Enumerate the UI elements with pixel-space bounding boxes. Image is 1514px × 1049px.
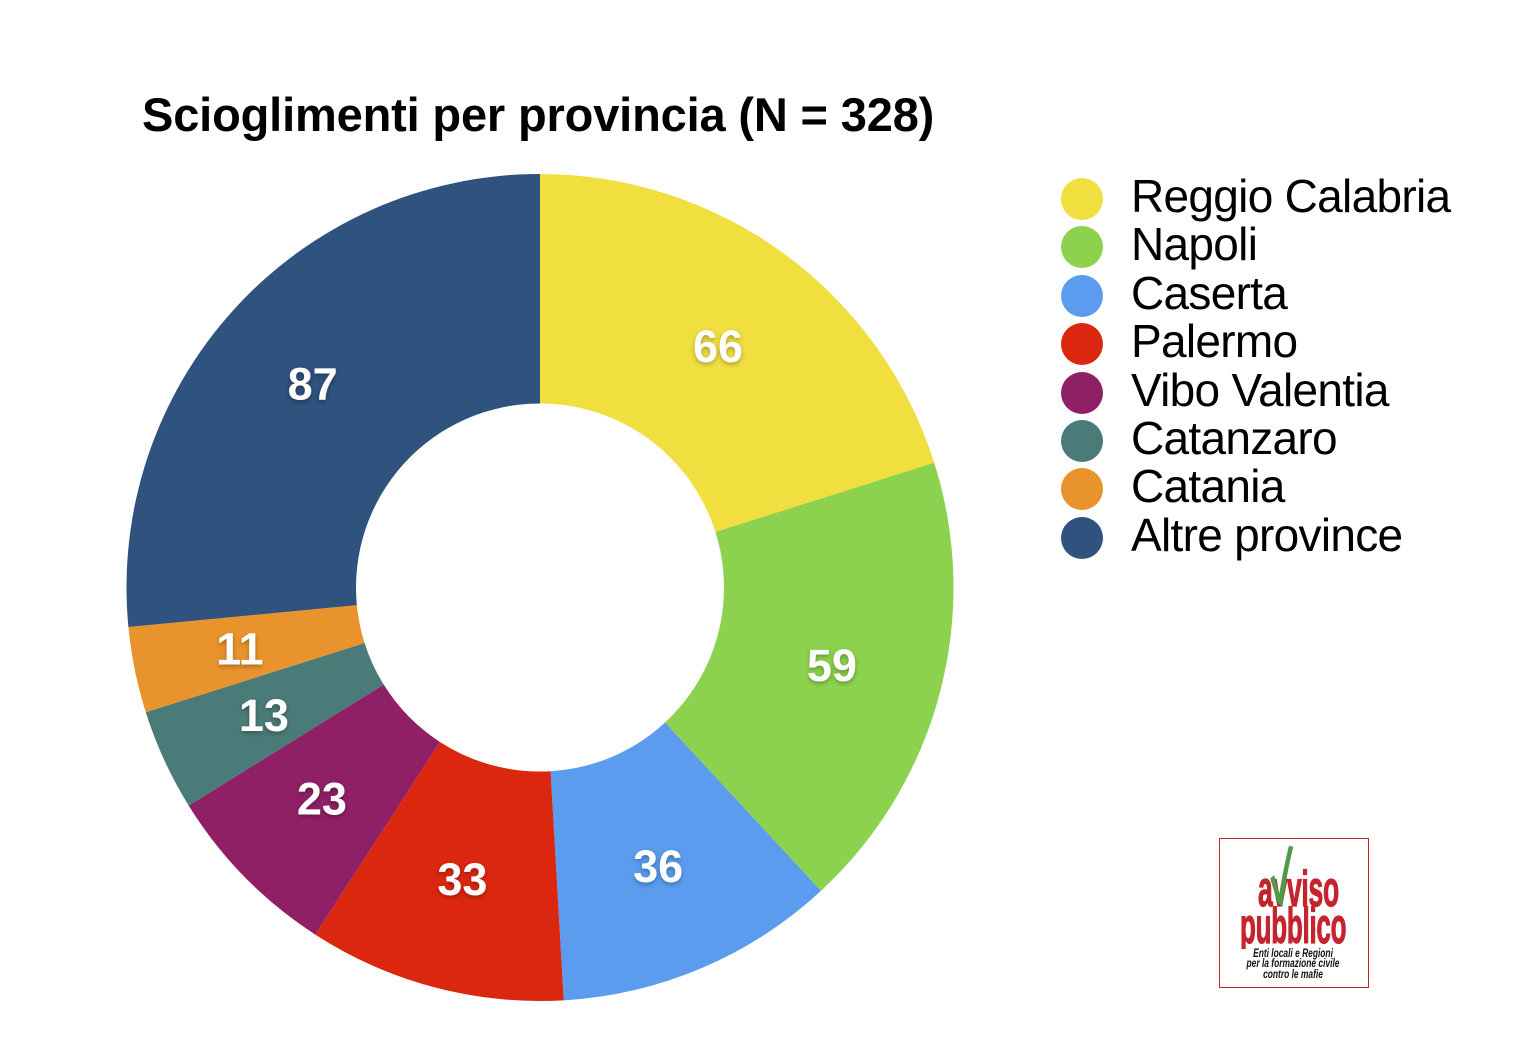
svg-text:87: 87 (288, 359, 338, 410)
svg-text:13: 13 (239, 690, 289, 741)
svg-text:23: 23 (297, 774, 347, 825)
svg-text:66: 66 (693, 321, 743, 372)
svg-text:33: 33 (437, 854, 487, 905)
svg-text:59: 59 (807, 640, 857, 691)
svg-text:36: 36 (633, 841, 683, 892)
svg-text:11: 11 (216, 623, 264, 674)
